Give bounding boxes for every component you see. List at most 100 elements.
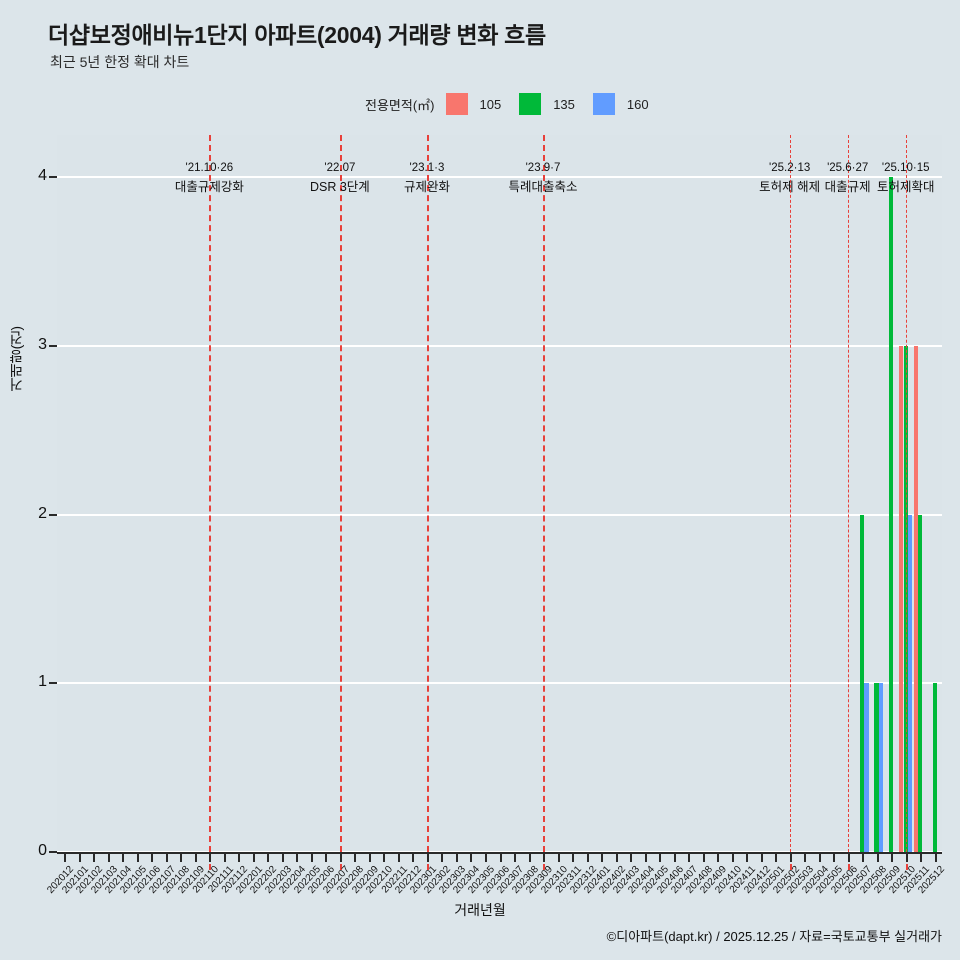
x-tick-202202 — [267, 852, 270, 862]
x-axis-title: 거래년월 — [454, 902, 506, 918]
x-tick-202301 — [426, 852, 429, 862]
x-tick-202305 — [484, 852, 487, 862]
bar-202507-135[interactable] — [859, 514, 865, 852]
event-name: DSR 3단계 — [309, 179, 370, 194]
bar-202510-160[interactable] — [907, 514, 913, 852]
y-tick-label-3: 3 — [38, 335, 47, 353]
event-date: '25.2·13 — [769, 162, 811, 174]
bar-202511-135[interactable] — [918, 514, 923, 852]
legend-item-135[interactable]: 135 — [519, 93, 575, 115]
x-tick-202309 — [543, 852, 546, 862]
page-title: 더샵보정애비뉴1단지 아파트(2004) 거래량 변화 흐름 — [48, 22, 546, 48]
event-label-202301: '23.1·3 규제완화 — [404, 160, 450, 197]
plot-area — [57, 135, 942, 853]
event-line-202110 — [209, 135, 212, 852]
x-tick-202403 — [630, 852, 633, 862]
y-tick-label-4: 4 — [38, 167, 47, 185]
x-tick-202208 — [354, 852, 357, 862]
bar-202509-135[interactable] — [888, 177, 894, 852]
event-line-202506 — [847, 135, 849, 852]
y-tick-label-1: 1 — [38, 673, 47, 691]
page-subtitle: 최근 5년 한정 확대 차트 — [50, 54, 190, 70]
legend-item-105[interactable]: 105 — [445, 93, 501, 115]
event-date: '25.6·27 — [827, 162, 869, 174]
x-tick-202311 — [572, 852, 575, 862]
event-name: 대출규제 — [824, 179, 871, 194]
x-tick-202302 — [441, 852, 444, 862]
x-tick-202110 — [209, 852, 212, 862]
x-tick-202207 — [339, 852, 342, 862]
x-tick-202312 — [586, 852, 589, 862]
gridline-3 — [57, 344, 942, 347]
event-line-202510 — [905, 135, 907, 852]
x-tick-202204 — [296, 852, 299, 862]
x-tick-202212 — [412, 852, 415, 862]
event-date: '21.10·26 — [185, 162, 234, 174]
x-tick-202111 — [223, 852, 226, 862]
x-tick-202310 — [557, 852, 560, 862]
x-tick-202411 — [746, 852, 749, 862]
event-label-202502: '25.2·13 토허제 해제 — [759, 160, 820, 197]
legend-item-160[interactable]: 160 — [592, 93, 649, 115]
x-tick-202501 — [775, 852, 778, 862]
y-tick-2 — [49, 513, 57, 516]
x-tick-202012 — [64, 852, 67, 862]
legend-swatch-105 — [445, 93, 468, 115]
y-tick-1 — [49, 682, 57, 685]
bar-202510-105[interactable] — [899, 345, 904, 852]
x-tick-202102 — [93, 852, 96, 862]
x-tick-202201 — [252, 852, 255, 862]
event-date: '25.10·15 — [881, 162, 930, 174]
y-tick-label-0: 0 — [38, 842, 47, 859]
x-tick-202504 — [818, 852, 821, 862]
x-tick-202401 — [601, 852, 604, 862]
x-tick-202105 — [136, 852, 139, 862]
y-tick-0 — [49, 851, 57, 853]
gridline-2 — [57, 513, 942, 516]
event-name: 대출규제강화 — [174, 179, 244, 194]
event-date: '23.9·7 — [525, 162, 561, 174]
gridline-1 — [57, 682, 942, 685]
x-tick-202112 — [238, 852, 241, 862]
x-tick-202507 — [862, 852, 865, 862]
event-date: '22.07 — [324, 162, 356, 174]
legend-label-135: 135 — [553, 96, 575, 112]
event-name: 특례대출축소 — [508, 179, 578, 194]
x-tick-202109 — [194, 852, 197, 862]
x-tick-202511 — [920, 852, 923, 862]
bar-202508-135[interactable] — [874, 683, 879, 852]
x-tick-202506 — [847, 852, 850, 862]
bars-layer — [57, 135, 942, 852]
x-tick-202205 — [310, 852, 313, 862]
x-tick-202108 — [180, 852, 183, 862]
x-tick-202203 — [281, 852, 284, 862]
event-label-202110: '21.10·26 대출규제강화 — [175, 160, 244, 197]
x-tick-202101 — [78, 852, 81, 862]
event-label-202207: '22.07 DSR 3단계 — [310, 160, 370, 197]
x-tick-202406 — [673, 852, 676, 862]
x-tick-202211 — [397, 852, 400, 862]
bar-202507-160[interactable] — [864, 683, 869, 852]
x-tick-202106 — [151, 852, 154, 862]
y-tick-3 — [49, 344, 57, 347]
x-tick-202306 — [499, 852, 502, 862]
bar-202508-160[interactable] — [878, 683, 884, 852]
x-tick-202308 — [528, 852, 531, 862]
gridline-4 — [57, 176, 942, 179]
bar-202512-135[interactable] — [932, 683, 937, 852]
event-label-202309: '23.9·7 특례대출축소 — [509, 160, 578, 197]
x-tick-202404 — [644, 852, 647, 862]
event-line-202301 — [426, 135, 429, 852]
event-label-202510: '25.10·15 토허제확대 — [877, 160, 935, 197]
y-tick-label-2: 2 — [38, 504, 47, 522]
x-tick-202503 — [804, 852, 807, 862]
bar-202511-105[interactable] — [913, 345, 918, 852]
x-tick-202505 — [833, 852, 836, 862]
x-tick-202408 — [702, 852, 705, 862]
x-tick-202502 — [789, 852, 792, 862]
y-tick-4 — [49, 176, 57, 179]
x-tick-202104 — [122, 852, 125, 862]
x-tick-202206 — [325, 852, 328, 862]
legend-swatch-160 — [592, 93, 615, 115]
